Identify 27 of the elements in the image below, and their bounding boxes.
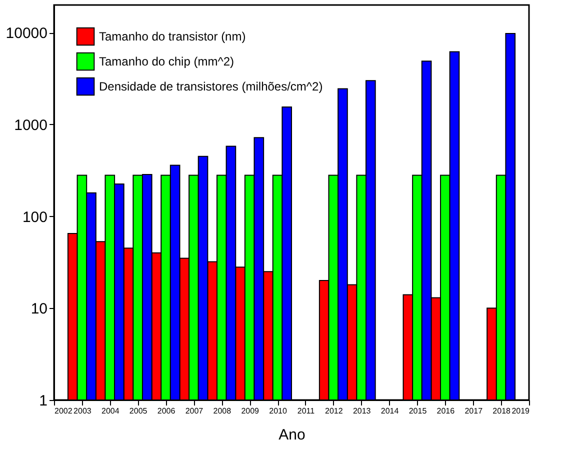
x-tick-label: 2010 [269,406,288,416]
legend-label: Densidade de transistores (milhões/cm^2) [99,80,323,94]
x-tick-label: 2009 [241,406,260,416]
x-tick-label: 2005 [129,406,148,416]
x-tick-label: 2002 [54,406,73,416]
y-tick-label: 1 [39,392,48,410]
x-tick-label: 2016 [436,406,456,416]
x-tick-label: 2014 [380,406,400,416]
x-tick-label: 2004 [101,406,120,416]
y-tick-label: 1000 [14,116,48,134]
x-tick-label: 2003 [74,406,92,416]
y-tick-label: 10 [30,300,48,318]
x-tick-label: 2008 [213,406,232,416]
y-tick-label: 10000 [6,25,48,42]
x-tick-label: 2017 [464,406,484,416]
x-tick-label: 2018 [492,406,512,416]
x-tick-label: 2013 [352,406,372,416]
x-tick-label: 2007 [185,406,204,416]
x-tick-label: 2011 [297,406,316,416]
legend-label: Tamanho do chip (mm^2) [99,54,234,68]
x-tick-label: 2015 [408,406,428,416]
x-tick-label: 2006 [157,406,176,416]
x-tick-label: 2012 [325,406,344,416]
legend-label: Tamanho do transistor (nm) [99,30,246,44]
x-axis-title: Ano [278,426,306,444]
y-tick-label: 100 [22,208,48,226]
x-tick-label: 2019 [512,406,530,416]
